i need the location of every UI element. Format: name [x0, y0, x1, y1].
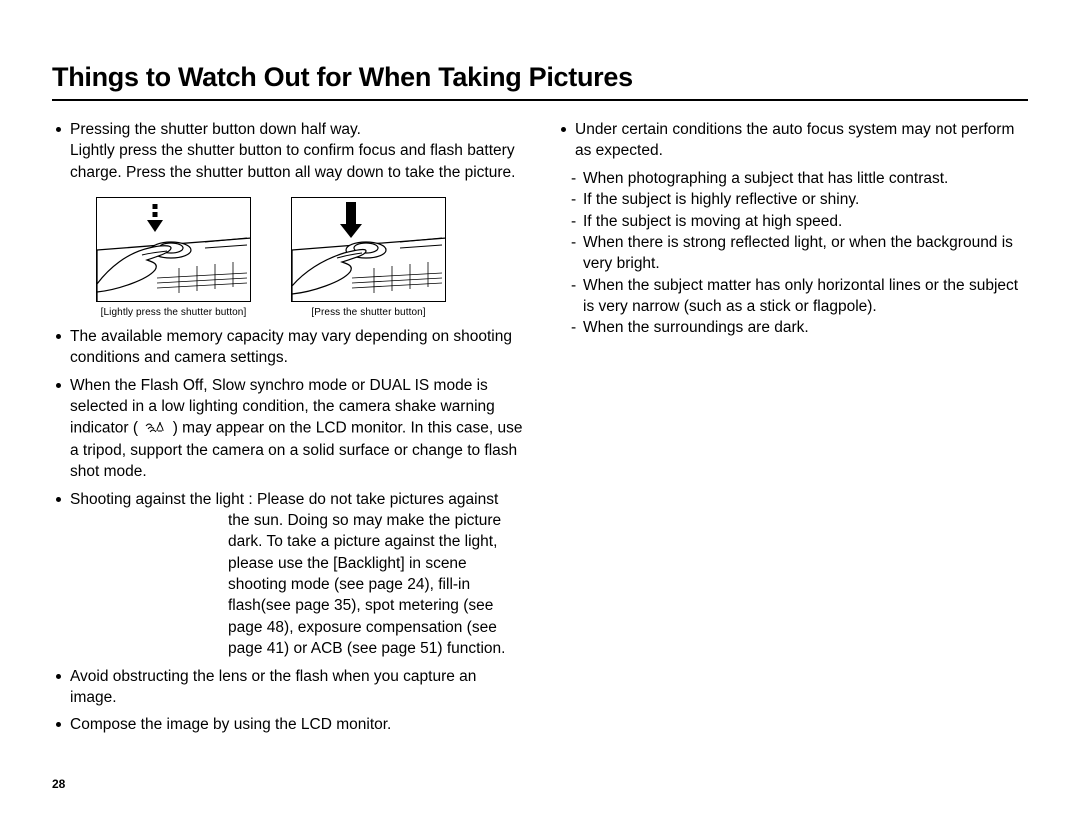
bullet-compose: Compose the image by using the LCD monit… [52, 714, 523, 735]
bullet-shutter: Pressing the shutter button down half wa… [52, 119, 523, 183]
figure-full-press-image [291, 197, 446, 302]
figure-full-press-caption: [Press the shutter button] [311, 306, 425, 320]
camera-shake-icon [144, 417, 166, 439]
figure-row: [Lightly press the shutter button] [96, 197, 523, 320]
bullet-memory: The available memory capacity may vary d… [52, 326, 523, 369]
bullet-backlight: Shooting against the light : Please do n… [52, 489, 523, 660]
full-press-svg [292, 198, 446, 302]
dash-speed: If the subject is moving at high speed. [557, 211, 1028, 232]
right-column: Under certain conditions the auto focus … [557, 119, 1028, 742]
content-columns: Pressing the shutter button down half wa… [52, 119, 1028, 742]
page-title: Things to Watch Out for When Taking Pict… [52, 62, 1028, 101]
bullet-shake-b: ) may appear on the LCD monitor. In this… [70, 420, 522, 480]
page-number: 28 [52, 777, 65, 791]
half-press-svg [97, 198, 251, 302]
dash-reflective: If the subject is highly reflective or s… [557, 189, 1028, 210]
figure-half-press-caption: [Lightly press the shutter button] [101, 306, 247, 320]
figure-half-press: [Lightly press the shutter button] [96, 197, 251, 320]
bullet-shake: When the Flash Off, Slow synchro mode or… [52, 375, 523, 483]
bullet-shutter-head: Pressing the shutter button down half wa… [70, 121, 361, 138]
manual-page: Things to Watch Out for When Taking Pict… [0, 0, 1080, 815]
bullet-autofocus: Under certain conditions the auto focus … [557, 119, 1028, 162]
bullet-shutter-body: Lightly press the shutter button to conf… [70, 142, 515, 180]
dash-contrast: When photographing a subject that has li… [557, 168, 1028, 189]
left-column: Pressing the shutter button down half wa… [52, 119, 523, 742]
bullet-obstruct: Avoid obstructing the lens or the flash … [52, 666, 523, 709]
figure-full-press: [Press the shutter button] [291, 197, 446, 320]
dash-narrow: When the subject matter has only horizon… [557, 275, 1028, 318]
figure-half-press-image [96, 197, 251, 302]
dash-bright: When there is strong reflected light, or… [557, 232, 1028, 275]
dash-dark: When the surroundings are dark. [557, 317, 1028, 338]
